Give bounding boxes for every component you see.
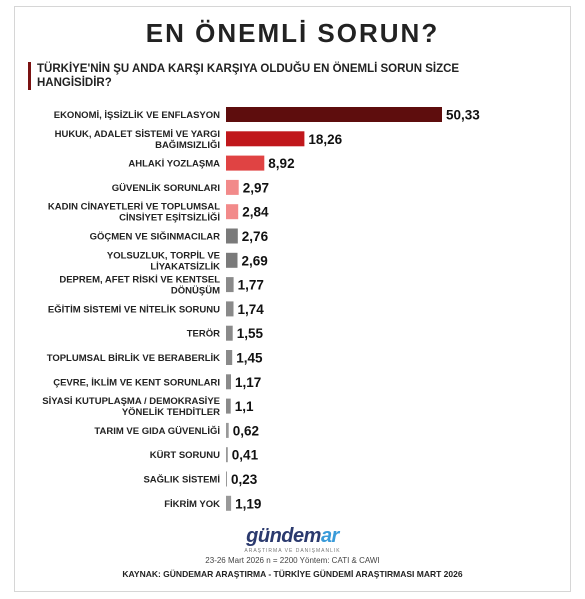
- value-label-7: 1,77: [238, 278, 264, 293]
- value-label-6: 2,69: [242, 253, 268, 268]
- category-label-13: TARIM VE GIDA GÜVENLİĞİ: [94, 425, 220, 437]
- chart-subtitle: TÜRKİYE'NİN ŞU ANDA KARŞI KARŞIYA OLDUĞU…: [28, 62, 507, 90]
- category-label-8: EĞİTİM SİSTEMİ VE NİTELİK SORUNU: [48, 303, 220, 315]
- category-label-line: TARIM VE GIDA GÜVENLİĞİ: [94, 425, 220, 437]
- category-label-7: DEPREM, AFET RİSKİ VE KENTSEL DÖNÜŞÜM: [59, 275, 220, 297]
- category-label-11: ÇEVRE, İKLİM VE KENT SORUNLARI: [53, 377, 220, 388]
- category-label-3: GÜVENLİK SORUNLARI: [112, 183, 220, 194]
- value-label-13: 0,62: [233, 423, 259, 438]
- category-label-1: HUKUK, ADALET SİSTEMİ VE YARGI BAĞIMSIZLI…: [55, 129, 220, 151]
- category-label-line: DEPREM, AFET RİSKİ VE KENTSEL: [59, 275, 220, 286]
- category-label-line: DÖNÜŞÜM: [171, 286, 220, 297]
- category-label-line: BAĞIMSIZLIĞI: [155, 139, 220, 151]
- bar-7: [226, 277, 234, 293]
- bar-9: [226, 325, 233, 341]
- category-label-4: KADIN CİNAYETLERİ VE TOPLUMSAL CİNSİYET E…: [48, 202, 220, 224]
- value-label-12: 1,1: [235, 399, 254, 414]
- category-label-6: YOLSUZLUK, TORPİL VE LİYAKATSİZLİK: [107, 250, 220, 272]
- value-label-14: 0,41: [232, 448, 259, 463]
- bar-12: [226, 398, 231, 414]
- bar-0: [226, 107, 442, 122]
- bar-14: [226, 447, 228, 463]
- category-label-line: HUKUK, ADALET SİSTEMİ VE YARGI: [55, 129, 220, 140]
- category-label-5: GÖÇMEN VE SIĞINMACILAR: [90, 231, 221, 243]
- category-label-10: TOPLUMSAL BİRLİK VE BERABERLİK: [47, 353, 220, 364]
- category-label-line: LİYAKATSİZLİK: [150, 261, 220, 272]
- category-label-line: AHLAKİ YOZLAŞMA: [128, 159, 220, 170]
- category-label-2: AHLAKİ YOZLAŞMA: [128, 159, 220, 170]
- bar-11: [226, 374, 231, 390]
- logo-tagline: ARAŞTIRMA VE DANIŞMANLIK: [244, 548, 341, 554]
- logo-text-main: gündem: [246, 525, 321, 547]
- category-label-line: FİKRİM YOK: [164, 499, 220, 510]
- category-label-line: GÖÇMEN VE SIĞINMACILAR: [90, 231, 221, 243]
- bar-1: [226, 131, 305, 147]
- category-label-line: TERÖR: [187, 329, 220, 340]
- bar-8: [226, 301, 234, 317]
- value-label-8: 1,74: [238, 302, 265, 317]
- value-label-3: 2,97: [243, 180, 269, 195]
- category-label-line: TOPLUMSAL BİRLİK VE BERABERLİK: [47, 353, 220, 364]
- logo-text-accent: ar: [320, 525, 339, 547]
- value-label-2: 8,92: [268, 156, 294, 171]
- value-label-1: 18,26: [308, 132, 342, 147]
- bar-6: [226, 252, 238, 268]
- bar-13: [226, 422, 229, 438]
- value-label-10: 1,45: [236, 351, 263, 366]
- category-label-line: CİNSİYET EŞİTSİZLİĞİ: [119, 212, 220, 224]
- methodology-note: 23-26 Mart 2026 n = 2200 Yöntem: CATI & …: [205, 556, 380, 565]
- category-label-line: KÜRT SORUNU: [150, 450, 220, 461]
- frame-border: [14, 6, 571, 592]
- category-label-0: EKONOMİ, İŞSİZLİK VE ENFLASYON: [54, 110, 220, 121]
- category-label-line: EKONOMİ, İŞSİZLİK VE ENFLASYON: [54, 110, 220, 121]
- bar-15: [226, 471, 227, 487]
- category-label-line: YOLSUZLUK, TORPİL VE: [107, 250, 220, 261]
- category-label-16: FİKRİM YOK: [164, 499, 220, 510]
- bar-5: [226, 228, 238, 244]
- bar-4: [226, 204, 239, 220]
- category-label-15: SAĞLIK SİSTEMİ: [143, 474, 220, 486]
- value-label-9: 1,55: [237, 326, 264, 341]
- value-label-15: 0,23: [231, 472, 258, 487]
- chart-title: EN ÖNEMLİ SORUN?: [145, 18, 440, 48]
- category-label-9: TERÖR: [187, 329, 220, 340]
- category-label-line: SAĞLIK SİSTEMİ: [143, 474, 220, 486]
- category-label-line: EĞİTİM SİSTEMİ VE NİTELİK SORUNU: [48, 303, 220, 315]
- category-label-line: GÜVENLİK SORUNLARI: [112, 183, 220, 194]
- category-label-line: SİYASİ KUTUPLAŞMA / DEMOKRASİYE: [42, 396, 220, 407]
- category-label-line: ÇEVRE, İKLİM VE KENT SORUNLARI: [53, 377, 220, 388]
- category-label-14: KÜRT SORUNU: [150, 450, 220, 461]
- value-label-11: 1,17: [235, 375, 261, 390]
- category-label-line: YÖNELİK TEHDİTLER: [122, 407, 220, 418]
- bar-10: [226, 350, 233, 365]
- category-label-12: SİYASİ KUTUPLAŞMA / DEMOKRASİYE YÖNELİK T…: [42, 396, 220, 418]
- bar-16: [226, 495, 232, 511]
- value-label-0: 50,33: [446, 108, 480, 123]
- source-note: KAYNAK: GÜNDEMAR ARAŞTIRMA - TÜRKİYE GÜN…: [122, 569, 463, 579]
- logo: gündemar: [0, 525, 585, 548]
- category-label-line: KADIN CİNAYETLERİ VE TOPLUMSAL: [48, 202, 220, 213]
- value-label-4: 2,84: [242, 205, 269, 220]
- bar-2: [226, 155, 265, 171]
- value-label-5: 2,76: [242, 229, 269, 244]
- value-label-16: 1,19: [235, 496, 261, 511]
- bar-3: [226, 179, 239, 195]
